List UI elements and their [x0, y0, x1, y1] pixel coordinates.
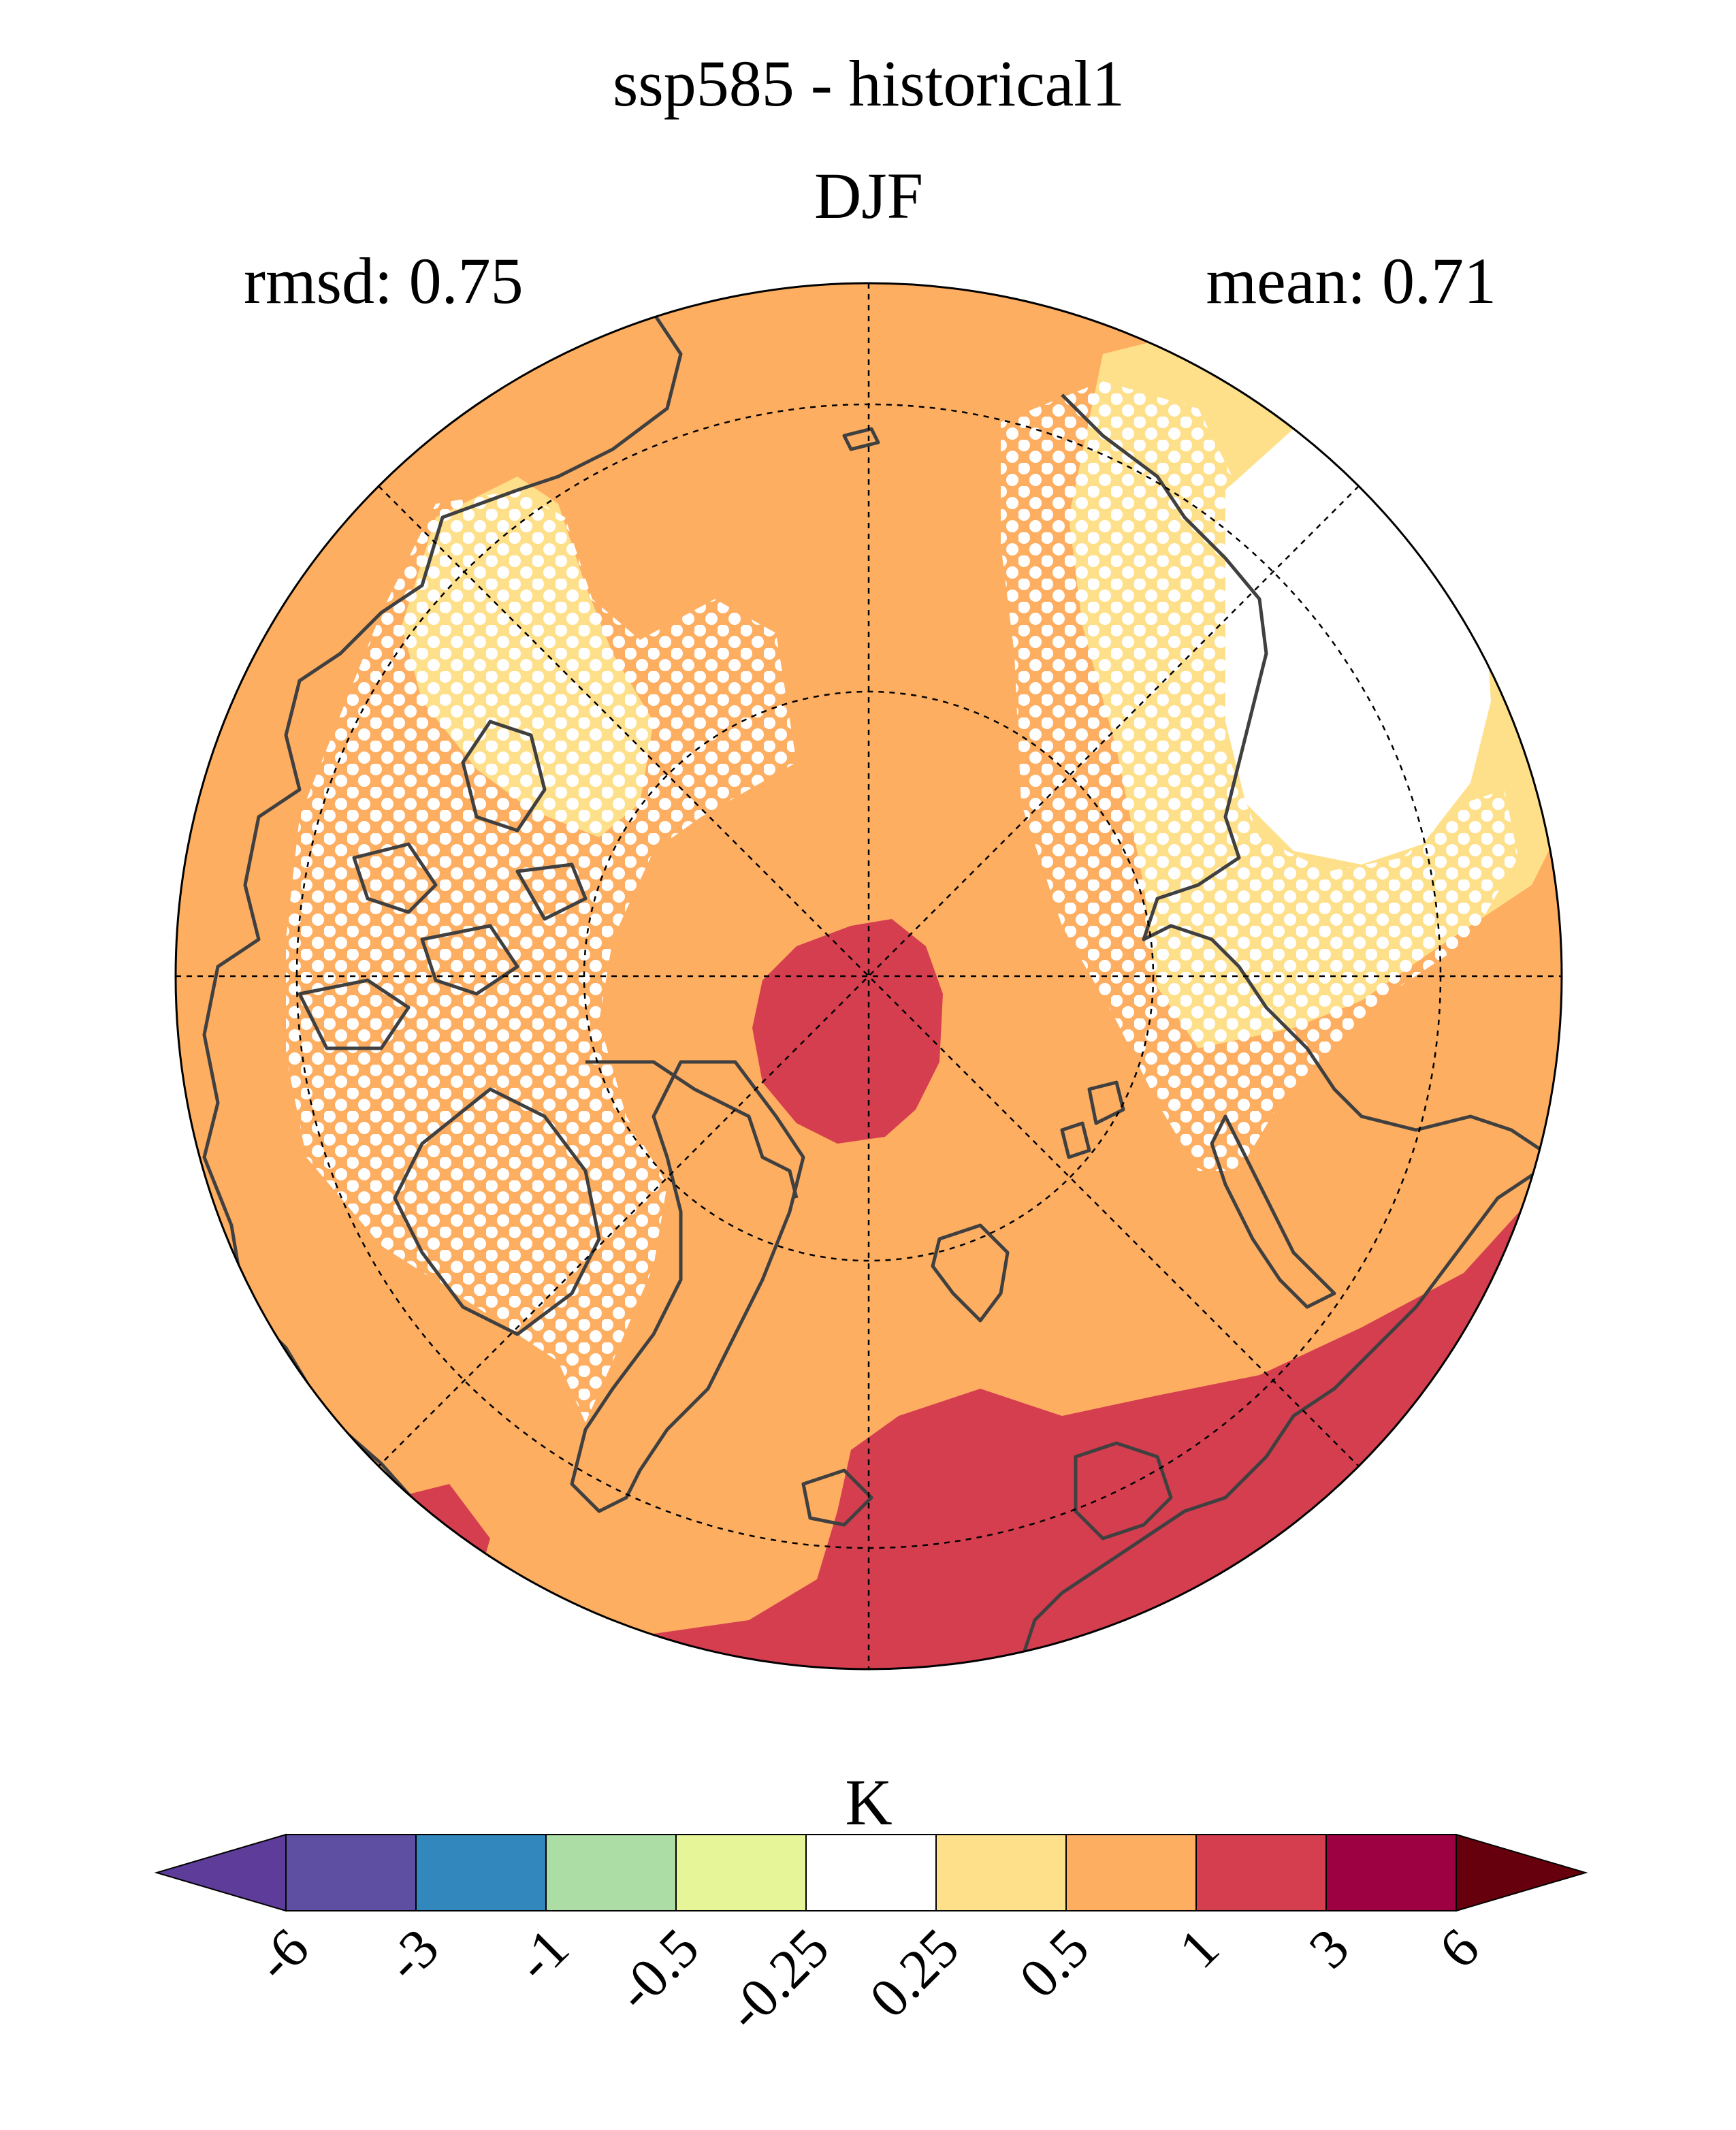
- coast-scandinavia-russia: [1061, 393, 1554, 1159]
- colorbar-tick-label: -3: [374, 1916, 451, 1993]
- red-region-pole: [752, 919, 943, 1144]
- coast-greenland: [570, 1060, 805, 1513]
- colorbar-extend-low: [154, 1833, 287, 1912]
- coast-franz-josef: [1060, 1080, 1125, 1159]
- colorbar-cell: [415, 1834, 547, 1911]
- colorbar-tick-label: 0.5: [1008, 1916, 1101, 2010]
- colorbar-cells: [154, 1833, 1588, 1912]
- coast-svalbard: [931, 1223, 1010, 1323]
- colorbar-tick-label: -0.5: [605, 1916, 711, 2022]
- stippling-siberia: [1001, 381, 1518, 1171]
- colorbar-tick-label: -0.25: [715, 1916, 841, 2042]
- stippling-canada: [286, 490, 797, 1423]
- colorbar-cell: [1325, 1834, 1457, 1911]
- colorbar-tick-label: -1: [504, 1916, 581, 1993]
- colorbar-cell: [935, 1834, 1067, 1911]
- coast-europe: [1019, 1169, 1540, 1662]
- coast-iceland: [801, 1468, 873, 1527]
- mean-label: mean: 0.71: [1206, 244, 1496, 317]
- colorbar-cell: [675, 1834, 807, 1911]
- plot-title: ssp585 - historical1: [613, 47, 1125, 120]
- colorbar-cell: [1195, 1834, 1327, 1911]
- meridian-diagonal-1: [378, 485, 1360, 1467]
- coast-wrangel: [842, 427, 880, 451]
- colorbar-cell: [805, 1834, 937, 1911]
- colorbar-tick-label: 6: [1427, 1916, 1490, 1980]
- colorbar-tick-label: 1: [1167, 1916, 1230, 1980]
- colorbar-cell: [1065, 1834, 1197, 1911]
- map-boundary: [174, 282, 1563, 1671]
- colorbar-tick-labels: -6 -3 -1 -0.5 -0.25 0.25 0.5 1 3 6: [244, 1916, 1491, 2042]
- colorbar-tick-label: 3: [1297, 1916, 1360, 1980]
- season-label: DJF: [814, 159, 923, 232]
- colorbar-tick-label: 0.25: [858, 1916, 971, 2029]
- meridian-diagonal-2: [378, 485, 1360, 1467]
- coast-hudson-bay: [393, 1087, 601, 1336]
- coast-uk: [1074, 1441, 1173, 1540]
- colorbar-unit-label: K: [845, 1766, 892, 1839]
- coast-baffin-island: [585, 1060, 799, 1199]
- colorbar-tick-label: -6: [244, 1916, 321, 1993]
- colorbar-extend-high: [1456, 1833, 1588, 1912]
- rmsd-label: rmsd: 0.75: [244, 244, 524, 317]
- graticule: [176, 283, 1562, 1669]
- colorbar-cell: [545, 1834, 677, 1911]
- colorbar-cell: [285, 1834, 417, 1911]
- colorbar: K -6 -3 -1 -0.5 -0.25 0.25 0.5 1 3 6: [154, 1766, 1588, 2043]
- coast-novaya-zemlya: [1210, 1114, 1336, 1309]
- polar-map: [176, 283, 1562, 1669]
- coast-arctic-islands: [298, 720, 588, 1050]
